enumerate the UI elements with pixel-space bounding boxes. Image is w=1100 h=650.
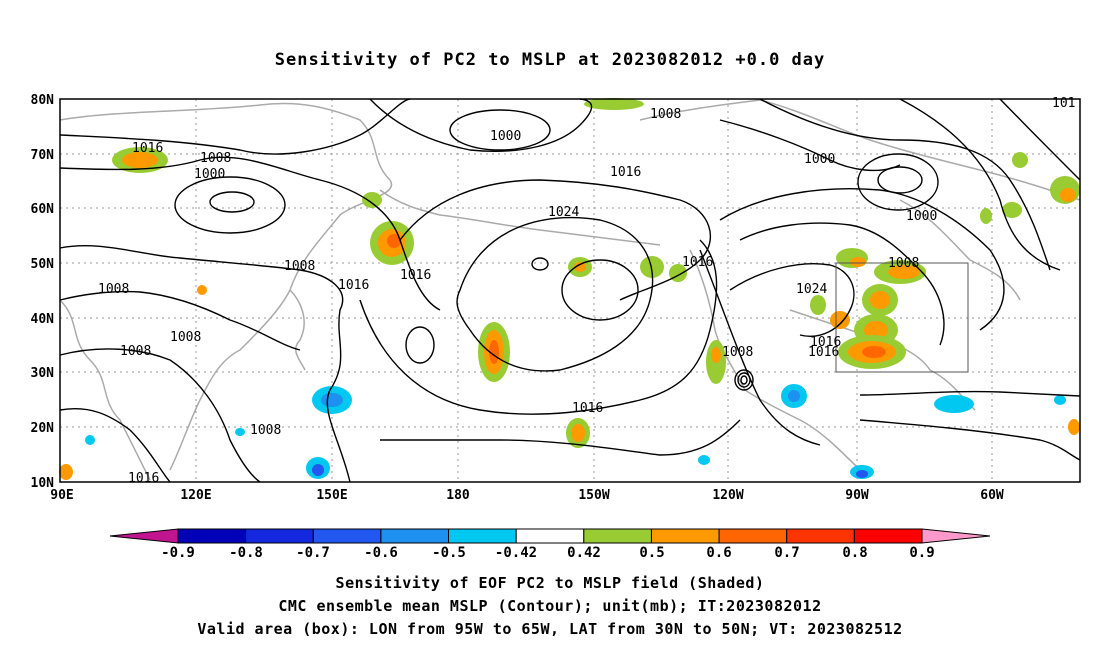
- colorbar-segment: [448, 528, 517, 544]
- colorbar-label: 0.9: [909, 545, 934, 561]
- contour-label: 1016: [132, 141, 163, 156]
- colorbar-label: 0.7: [774, 545, 799, 561]
- colorbar-label: -0.8: [229, 545, 263, 561]
- contour-labels: 1016 1008 1000 1008 1016 1008 1008 1008 …: [98, 96, 1075, 486]
- valid-area-box: [835, 262, 969, 373]
- contour-label: 1000: [194, 167, 225, 182]
- contour-label: 1000: [804, 152, 835, 167]
- contour-label: 1016: [610, 165, 641, 180]
- colorbar-segment: [583, 528, 652, 544]
- colorbar-label: -0.7: [296, 545, 330, 561]
- colorbar-segment: [515, 528, 585, 544]
- mslp-contours: [59, 98, 1081, 483]
- colorbar-label: -0.5: [432, 545, 466, 561]
- colorbar: [109, 528, 991, 544]
- lat-label: 60N: [31, 202, 55, 217]
- lon-label: 180: [446, 488, 470, 503]
- lon-label: 150W: [578, 488, 609, 503]
- lat-label: 40N: [31, 312, 55, 327]
- colorbar-label: -0.9: [161, 545, 195, 561]
- colorbar-segment: [312, 528, 382, 544]
- lon-label: 150E: [316, 488, 347, 503]
- caption-line-2: CMC ensemble mean MSLP (Contour); unit(m…: [278, 597, 822, 615]
- colorbar-segment: [650, 528, 720, 544]
- lat-label: 10N: [31, 476, 55, 491]
- contour-label: 1016: [810, 335, 841, 350]
- contour-label: 1016: [338, 278, 369, 293]
- colorbar-label: -0.42: [495, 545, 537, 561]
- contour-label: 1008: [120, 344, 151, 359]
- colorbar-segment: [177, 528, 247, 544]
- latitude-labels: 80N 70N 60N 50N 40N 30N 20N 10N: [31, 93, 55, 491]
- lon-label: 60W: [980, 488, 1004, 503]
- lon-label: 90E: [50, 488, 73, 503]
- plot-title: Sensitivity of PC2 to MSLP at 2023082012…: [274, 50, 826, 70]
- colorbar-labels: -0.9 -0.8 -0.7 -0.6 -0.5 -0.42 0.42 0.5 …: [161, 545, 935, 561]
- colorbar-segment: [853, 528, 923, 544]
- map-frame: [59, 98, 1081, 483]
- caption-line-1: Sensitivity of EOF PC2 to MSLP field (Sh…: [335, 574, 765, 592]
- colorbar-segment: [245, 528, 314, 544]
- contour-label: 1008: [284, 259, 315, 274]
- longitude-labels: 90E 120E 150E 180 150W 120W 90W 60W: [50, 488, 1004, 503]
- map-background: [60, 99, 1080, 482]
- colorbar-label: -0.6: [364, 545, 398, 561]
- colorbar-segment: [718, 528, 788, 544]
- lon-label: 120E: [180, 488, 211, 503]
- colorbar-arrow-low: [109, 528, 179, 544]
- positive-sensitivity-shading: [59, 98, 1080, 480]
- lon-label: 90W: [845, 488, 869, 503]
- colorbar-segment: [380, 528, 450, 544]
- contour-label: 1016: [682, 255, 713, 270]
- contour-label: 1008: [650, 107, 681, 122]
- negative-sensitivity-shading: [85, 384, 1066, 479]
- contour-label: 1016: [128, 471, 159, 486]
- contour-label: 1008: [888, 256, 919, 271]
- caption-line-3: Valid area (box): LON from 95W to 65W, L…: [197, 620, 903, 638]
- contour-label: 1008: [98, 282, 129, 297]
- contour-label: 1008: [722, 345, 753, 360]
- colorbar-label: 0.8: [842, 545, 867, 561]
- contour-label: 1008: [250, 423, 281, 438]
- colorbar-label: 0.42: [567, 545, 601, 561]
- contour-label: 1000: [906, 209, 937, 224]
- contour-label: 1016: [808, 345, 839, 360]
- lat-label: 80N: [31, 93, 55, 108]
- contour-label: 1008: [200, 151, 231, 166]
- lat-label: 20N: [31, 421, 55, 436]
- contour-label: 1008: [170, 330, 201, 345]
- lon-label: 120W: [712, 488, 743, 503]
- contour-label: 1024: [548, 205, 579, 220]
- lat-label: 70N: [31, 148, 55, 163]
- lat-label: 30N: [31, 366, 55, 381]
- contour-label: 1024: [796, 282, 827, 297]
- contour-label: 1016: [572, 401, 603, 416]
- contour-label: 1000: [490, 129, 521, 144]
- lat-label: 50N: [31, 257, 55, 272]
- colorbar-arrow-high: [921, 528, 991, 544]
- colorbar-segment: [786, 528, 855, 544]
- contour-label: 1016: [400, 268, 431, 283]
- colorbar-label: 0.6: [706, 545, 731, 561]
- colorbar-label: 0.5: [639, 545, 664, 561]
